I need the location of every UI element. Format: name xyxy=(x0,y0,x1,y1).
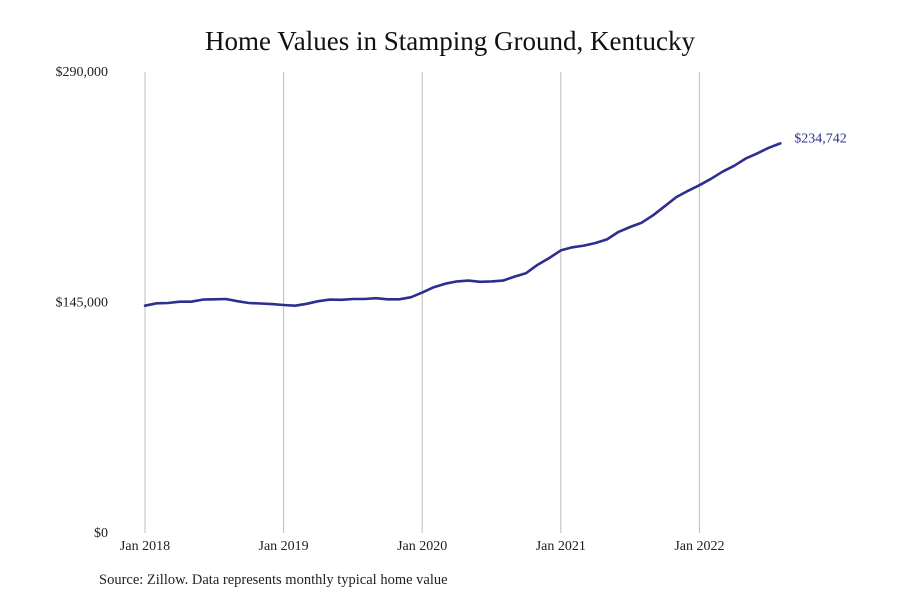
x-tick-label: Jan 2022 xyxy=(674,539,724,554)
x-tick-label: Jan 2019 xyxy=(259,539,309,554)
y-tick-label: $0 xyxy=(94,526,108,541)
x-tick-label: Jan 2018 xyxy=(120,539,170,554)
series-layer: $234,742 xyxy=(143,131,847,308)
y-tick-label: $145,000 xyxy=(56,296,109,311)
source-note: Source: Zillow. Data represents monthly … xyxy=(99,572,448,588)
grid-lines xyxy=(144,72,700,533)
y-axis-tick-labels: $0 $145,000 $290,000 xyxy=(56,65,109,541)
end-value-label: $234,742 xyxy=(794,131,847,146)
x-axis-tick-labels: Jan 2018 Jan 2019 Jan 2020 Jan 2021 Jan 2022 xyxy=(120,539,725,554)
chart-title: Home Values in Stamping Ground, Kentucky xyxy=(205,26,695,56)
x-tick-label: Jan 2020 xyxy=(397,539,447,554)
series-line xyxy=(143,142,782,308)
y-tick-label: $290,000 xyxy=(56,65,109,80)
x-tick-label: Jan 2021 xyxy=(536,539,586,554)
